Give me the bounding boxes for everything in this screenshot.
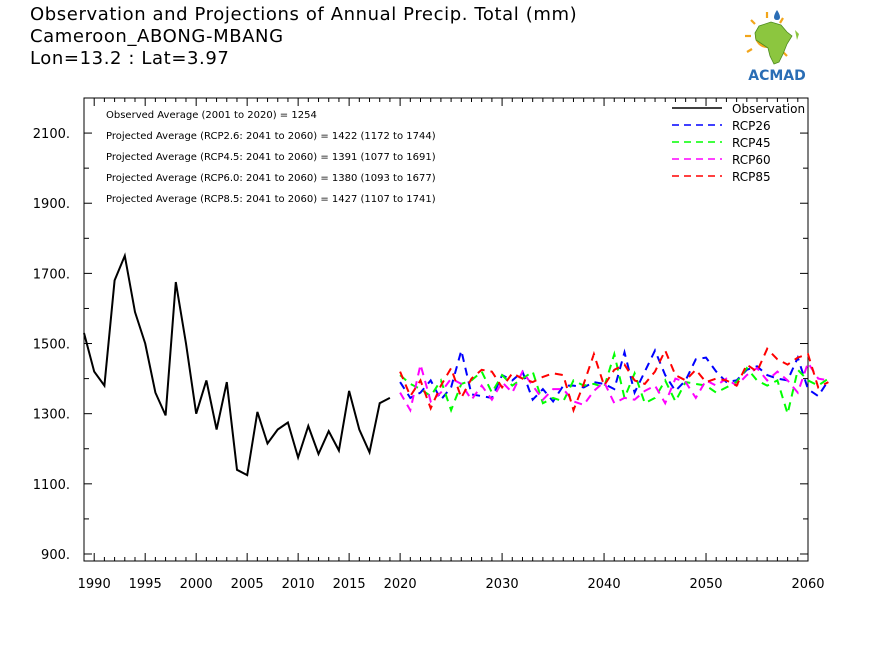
x-tick-label: 2005 bbox=[231, 577, 264, 592]
plot-frame bbox=[83, 97, 809, 562]
africa-map-sun-icon: ACMAD bbox=[745, 10, 806, 84]
series-line-rcp85 bbox=[399, 347, 829, 414]
y-tick-label: 1100. bbox=[33, 478, 70, 493]
y-tick-label: 2100. bbox=[33, 127, 70, 142]
x-tick-label: 2040 bbox=[588, 577, 621, 592]
annotations: Observed Average (2001 to 2020) = 1254 Pr… bbox=[106, 110, 436, 205]
chart-title: Observation and Projections of Annual Pr… bbox=[30, 4, 578, 25]
x-tick-label: 2030 bbox=[486, 577, 519, 592]
series-layer bbox=[399, 347, 830, 418]
annotation-text: Projected Average (RCP6.0: 2041 to 2060)… bbox=[106, 173, 436, 184]
observation-layer bbox=[83, 252, 391, 477]
y-axis: 900. 1100. 1300. 1500. 1700. 1900. 2100. bbox=[33, 97, 808, 563]
y-tick-label: 1300. bbox=[33, 408, 70, 423]
x-tick-label: 2020 bbox=[384, 577, 417, 592]
chart-title-block: Observation and Projections of Annual Pr… bbox=[30, 4, 577, 70]
legend-label: RCP45 bbox=[732, 136, 771, 150]
y-tick-label: 900. bbox=[41, 548, 70, 563]
y-tick-label: 1500. bbox=[33, 338, 70, 353]
x-tick-label: 2050 bbox=[689, 577, 722, 592]
series-line-observation bbox=[83, 252, 391, 477]
station-name: Cameroon_ABONG-MBANG bbox=[30, 26, 284, 47]
x-tick-label: 1990 bbox=[78, 577, 111, 592]
annotation-text: Projected Average (RCP2.6: 2041 to 2060)… bbox=[106, 131, 436, 142]
series-line-rcp26 bbox=[399, 348, 830, 404]
x-axis: 1990 1995 2000 2005 2010 2015 2020 2030 2040 2050… bbox=[78, 98, 825, 592]
x-tick-label: 2060 bbox=[791, 577, 824, 592]
annotation-text: Projected Average (RCP4.5: 2041 to 2060)… bbox=[106, 152, 436, 163]
x-tick-label: 1995 bbox=[129, 577, 162, 592]
logo-text: ACMAD bbox=[748, 68, 806, 84]
legend-label: RCP26 bbox=[732, 119, 771, 133]
annotation-text: Observed Average (2001 to 2020) = 1254 bbox=[106, 110, 317, 121]
legend-label: RCP60 bbox=[732, 153, 771, 167]
x-tick-label: 2000 bbox=[180, 577, 213, 592]
y-tick-label: 1700. bbox=[33, 267, 70, 282]
series-line-rcp45 bbox=[399, 350, 829, 418]
x-tick-label: 2010 bbox=[282, 577, 315, 592]
legend: Observation RCP26 RCP45 RCP60 RCP85 bbox=[672, 102, 805, 184]
acmad-logo: ACMAD bbox=[737, 6, 817, 86]
x-tick-label: 2015 bbox=[333, 577, 366, 592]
legend-label: RCP85 bbox=[732, 170, 771, 184]
annotation-text: Projected Average (RCP8.5: 2041 to 2060)… bbox=[106, 194, 436, 205]
legend-label: Observation bbox=[732, 102, 805, 116]
series-line-rcp60 bbox=[399, 360, 829, 413]
y-tick-label: 1900. bbox=[33, 197, 70, 212]
station-coordinates: Lon=13.2 : Lat=3.97 bbox=[30, 48, 230, 69]
